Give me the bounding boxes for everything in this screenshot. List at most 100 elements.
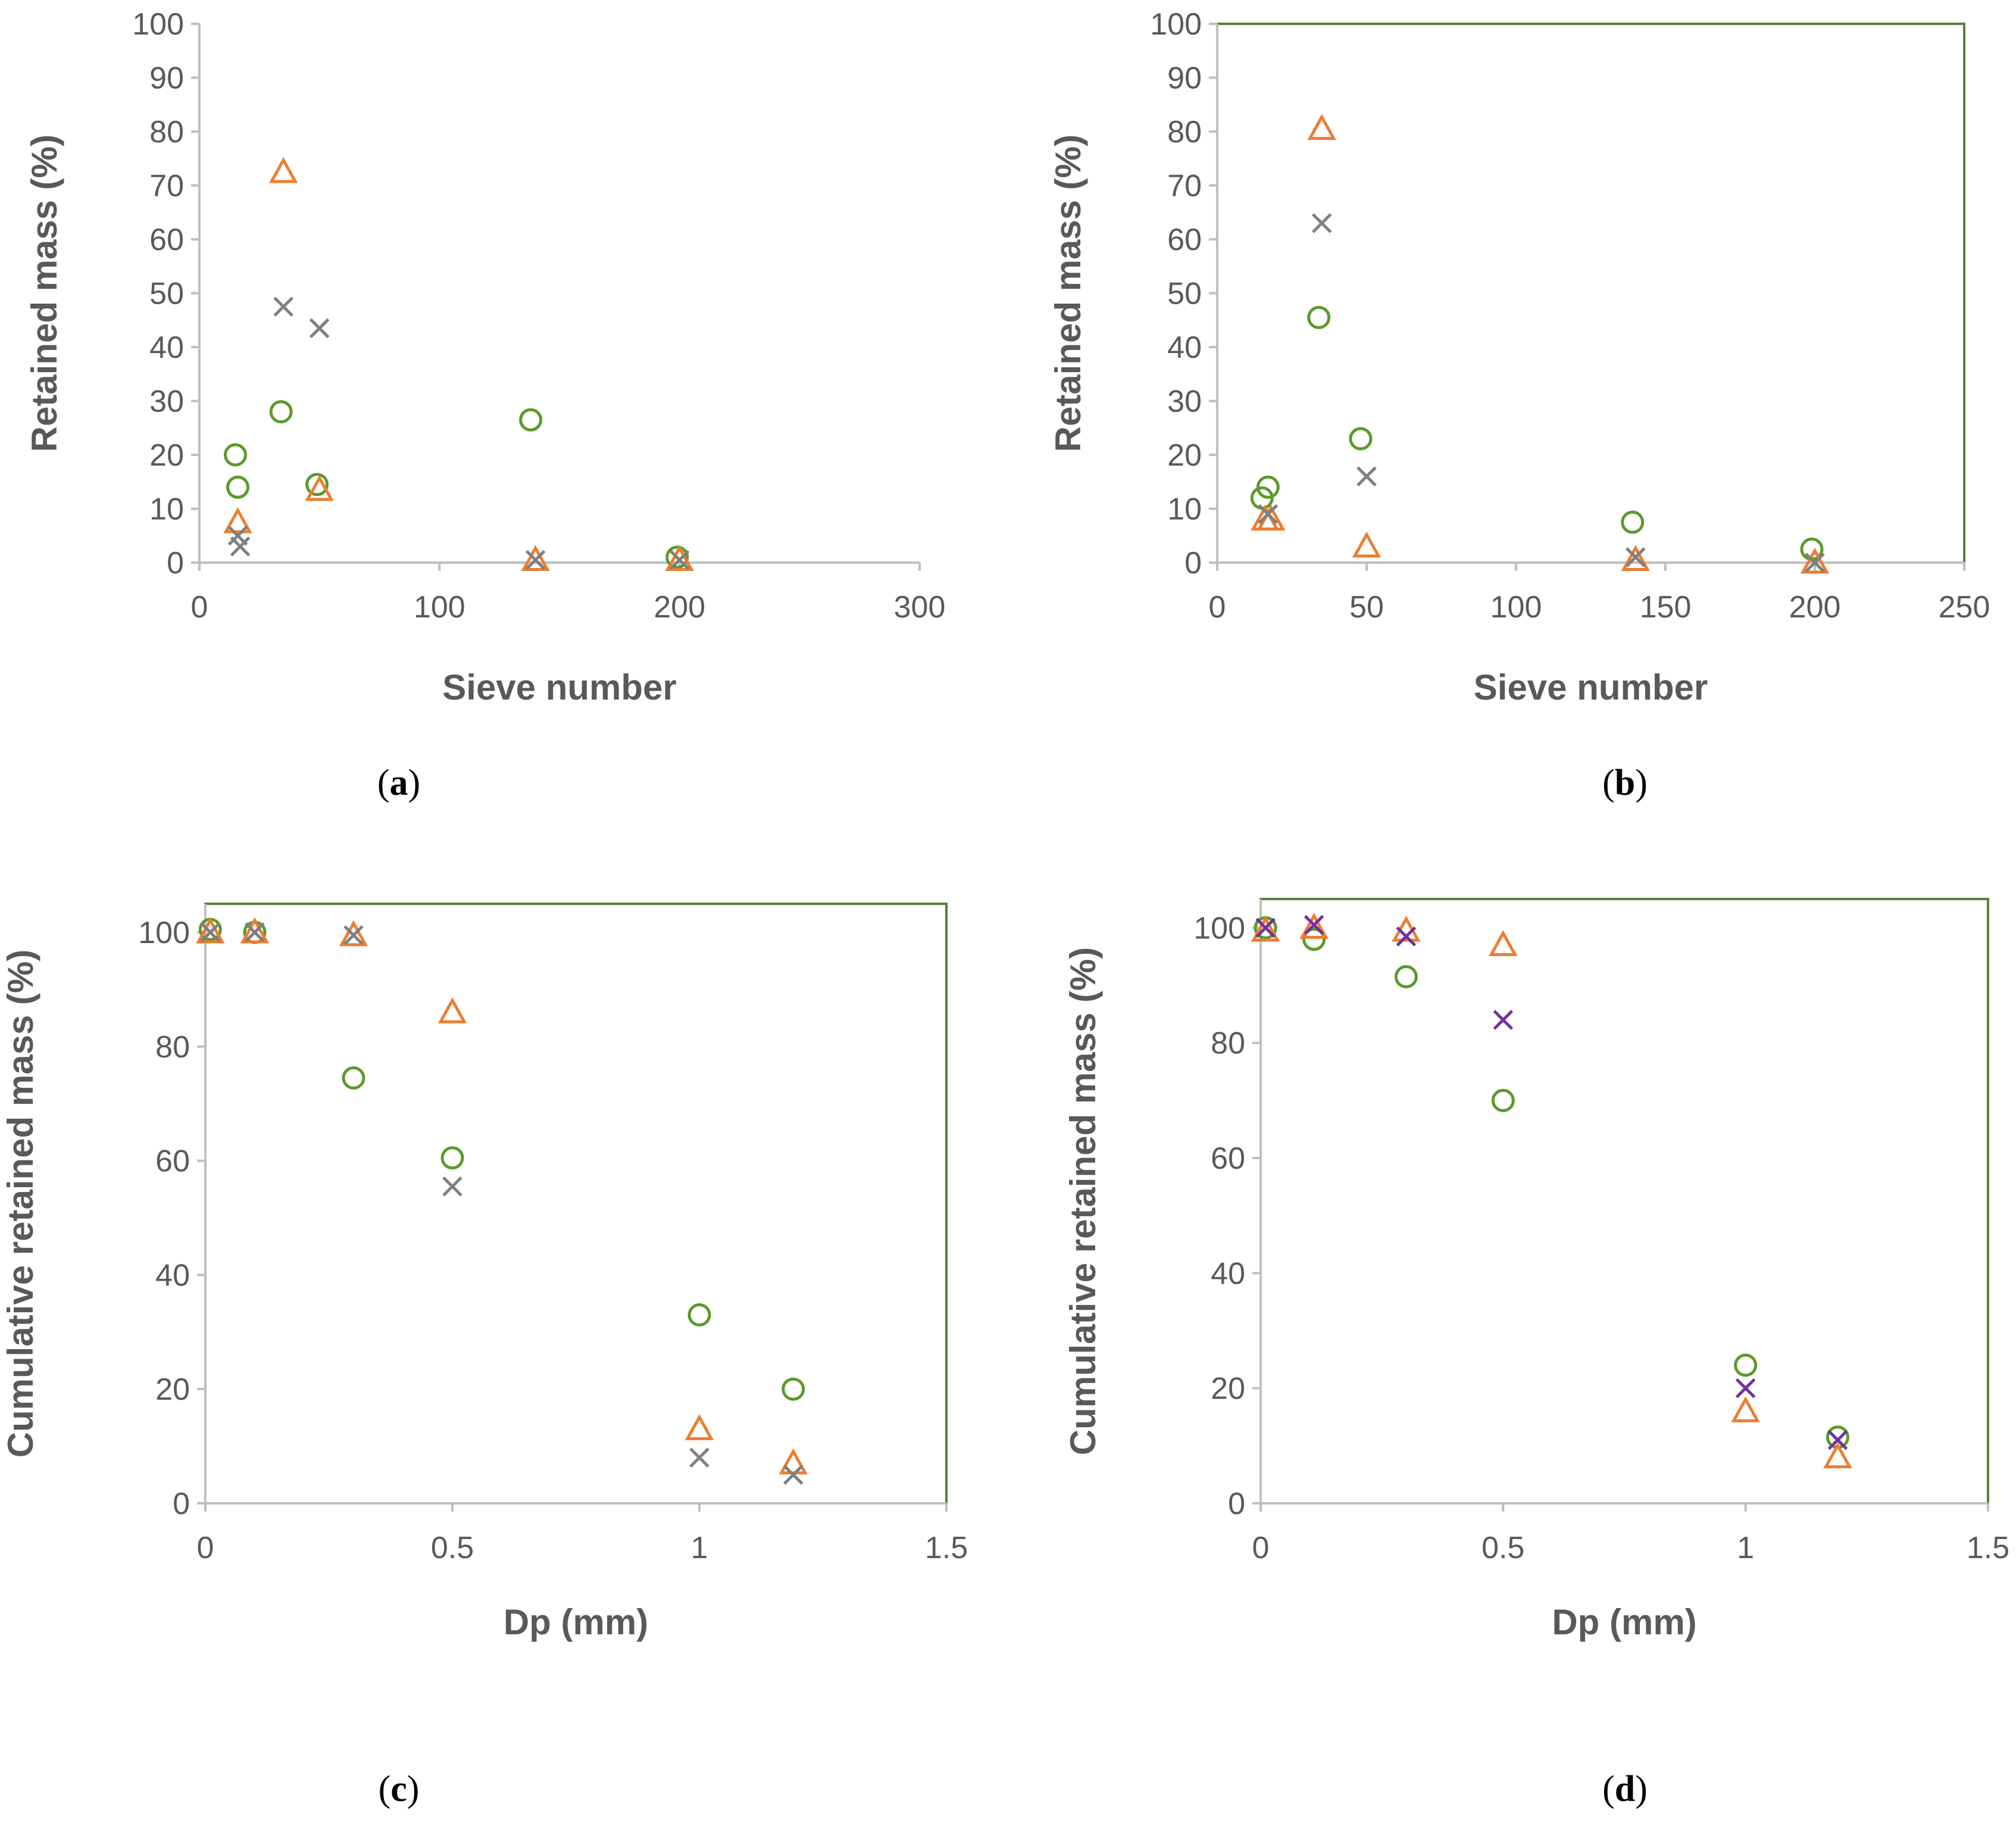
data-point-circle xyxy=(1491,1088,1515,1112)
data-point-cross xyxy=(1827,1430,1848,1450)
plot-frame xyxy=(1216,23,1965,564)
y-tick-label: 10 xyxy=(1167,492,1202,527)
data-point-circle xyxy=(1734,1353,1758,1377)
y-tick-label: 0 xyxy=(173,1487,190,1521)
x-tick-label: 1.5 xyxy=(1967,1531,2009,1565)
y-tick-label: 70 xyxy=(1167,169,1202,204)
data-point-circle xyxy=(1621,510,1645,534)
y-tick-label: 60 xyxy=(1211,1141,1245,1176)
y-tick-label: 80 xyxy=(1211,1026,1245,1061)
data-point-circle xyxy=(269,400,293,424)
data-point-triangle xyxy=(339,920,368,947)
panel-label-letter: d xyxy=(1615,1769,1635,1809)
x-tick-label: 0 xyxy=(1252,1531,1270,1565)
data-point-circle xyxy=(1307,305,1331,329)
y-tick-label: 100 xyxy=(1150,7,1202,42)
y-tick-label: 80 xyxy=(149,115,184,149)
panel-label-close-paren: ) xyxy=(1635,763,1648,803)
data-point-circle xyxy=(440,1146,464,1170)
panel-label: (a) xyxy=(377,763,420,803)
y-tick-label: 30 xyxy=(149,385,184,419)
y-tick-label: 90 xyxy=(1167,61,1202,96)
data-point-cross xyxy=(525,550,546,570)
y-tick-label: 20 xyxy=(149,438,184,473)
series-triangle xyxy=(1251,913,1852,1469)
data-point-cross xyxy=(343,925,364,945)
y-tick-label: 20 xyxy=(1167,438,1202,473)
data-point-triangle xyxy=(779,1448,808,1475)
y-axis-title: Cumulative retained mass (%) xyxy=(1063,947,1103,1456)
data-point-circle xyxy=(782,1377,805,1401)
y-tick-label: 60 xyxy=(1167,223,1202,257)
x-axis-title: Sieve number xyxy=(442,667,677,707)
data-point-cross xyxy=(230,536,251,557)
data-point-triangle xyxy=(684,1414,714,1440)
data-point-cross xyxy=(1304,914,1324,935)
panel-label: (c) xyxy=(379,1769,420,1809)
series-cross xyxy=(200,922,804,1485)
series-circle xyxy=(224,400,689,569)
data-point-circle xyxy=(342,1066,365,1090)
panel-c: 0 20 40 60 80 100 0 0.5 1 1.5 Dp (mm) Cumulative re… xyxy=(1,903,968,1809)
data-point-cross xyxy=(442,1176,462,1197)
y-tick-label: 0 xyxy=(167,546,184,580)
x-tick-label: 0.5 xyxy=(1481,1531,1524,1565)
y-tick-label: 100 xyxy=(1193,911,1245,945)
panel-label: (b) xyxy=(1602,763,1648,803)
x-tick-label: 0 xyxy=(191,590,208,625)
x-tick-label: 150 xyxy=(1640,590,1692,625)
y-tick-label: 80 xyxy=(1167,115,1202,149)
data-point-triangle xyxy=(1352,531,1381,558)
y-tick-label: 0 xyxy=(1184,546,1202,580)
data-point-triangle xyxy=(1489,930,1518,956)
data-point-cross xyxy=(1805,553,1825,573)
x-axis-title: Dp (mm) xyxy=(1552,1602,1696,1642)
panel-label-letter: b xyxy=(1615,763,1635,803)
y-tick-label: 30 xyxy=(1167,385,1202,419)
data-point-circle xyxy=(1394,965,1418,988)
y-tick-label: 20 xyxy=(1211,1372,1245,1406)
data-point-triangle xyxy=(223,507,252,533)
y-tick-label: 100 xyxy=(138,916,190,950)
data-point-circle xyxy=(519,408,543,432)
data-point-cross xyxy=(1311,213,1332,233)
x-tick-label: 1.5 xyxy=(925,1531,968,1565)
x-tick-label: 200 xyxy=(654,590,705,625)
data-point-triangle xyxy=(437,997,467,1023)
data-point-cross xyxy=(1626,547,1646,567)
data-point-triangle xyxy=(1823,1442,1852,1469)
series-triangle xyxy=(1251,114,1830,574)
panel-label-close-paren: ) xyxy=(407,1769,420,1809)
data-point-cross xyxy=(1258,504,1279,525)
panel-label: (d) xyxy=(1602,1769,1648,1809)
series-triangle xyxy=(196,917,808,1475)
panel-b: 0 10 20 30 40 50 60 70 80 90 100 0 50 100 150 200 250 Sie… xyxy=(1048,7,1990,803)
series-cross xyxy=(227,296,690,570)
data-point-triangle xyxy=(1299,913,1329,939)
data-point-triangle xyxy=(268,157,298,183)
y-axis-title: Retained mass (%) xyxy=(1048,135,1088,452)
panel-label-open-paren: ( xyxy=(379,1769,391,1809)
y-tick-label: 40 xyxy=(1167,330,1202,365)
data-point-cross xyxy=(1493,1010,1514,1030)
series-cross xyxy=(1255,914,1848,1450)
data-point-cross xyxy=(1255,917,1276,938)
data-point-cross xyxy=(1356,466,1377,486)
x-tick-label: 250 xyxy=(1939,590,1990,625)
plot-frame xyxy=(204,903,948,1505)
panel-label-open-paren: ( xyxy=(377,763,390,803)
data-point-circle xyxy=(224,443,247,467)
y-tick-label: 20 xyxy=(155,1372,190,1407)
data-point-triangle xyxy=(1251,916,1280,942)
data-point-triangle xyxy=(1800,547,1830,574)
x-tick-label: 0 xyxy=(1209,590,1226,625)
x-tick-label: 300 xyxy=(894,590,946,625)
data-point-triangle xyxy=(240,917,270,944)
panel-label-close-paren: ) xyxy=(1635,1769,1648,1809)
data-point-circle xyxy=(1302,928,1326,951)
y-axis-title: Retained mass (%) xyxy=(24,135,64,452)
data-point-triangle xyxy=(521,545,550,571)
y-tick-label: 40 xyxy=(149,330,184,365)
y-tick-label: 0 xyxy=(1228,1487,1245,1521)
y-tick-label: 90 xyxy=(149,61,184,96)
